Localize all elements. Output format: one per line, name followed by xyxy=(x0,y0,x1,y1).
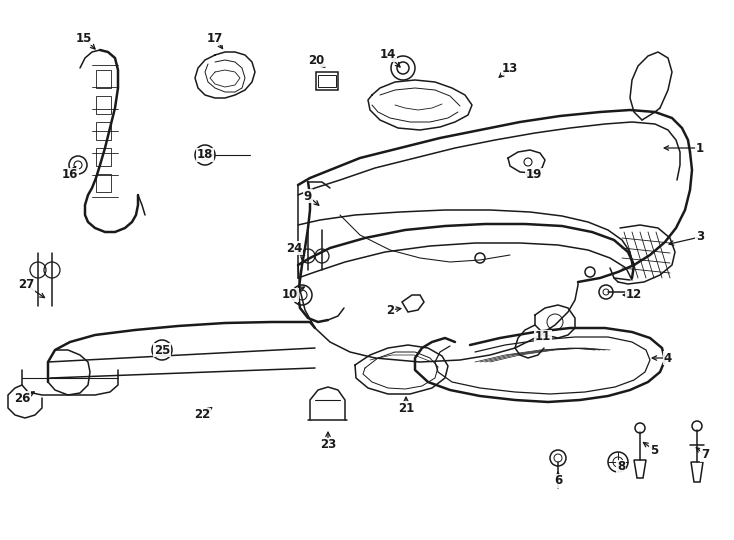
Circle shape xyxy=(692,421,702,431)
Bar xyxy=(318,75,336,87)
Text: 14: 14 xyxy=(379,49,396,62)
Text: 2: 2 xyxy=(386,303,394,316)
Text: 6: 6 xyxy=(554,475,562,488)
Text: 11: 11 xyxy=(535,330,551,343)
Text: 5: 5 xyxy=(650,443,658,456)
Text: 18: 18 xyxy=(197,148,213,161)
Text: 1: 1 xyxy=(696,141,704,154)
Bar xyxy=(96,148,111,166)
Text: 13: 13 xyxy=(502,62,518,75)
Bar xyxy=(96,96,111,114)
Text: 7: 7 xyxy=(701,449,709,462)
Text: 4: 4 xyxy=(664,352,672,365)
Text: 16: 16 xyxy=(62,168,79,181)
Text: 22: 22 xyxy=(194,408,210,422)
Text: 27: 27 xyxy=(18,279,34,292)
Text: 12: 12 xyxy=(626,288,642,301)
Bar xyxy=(96,70,111,88)
Text: 19: 19 xyxy=(526,168,542,181)
Text: 10: 10 xyxy=(282,288,298,301)
Circle shape xyxy=(635,423,645,433)
Text: 17: 17 xyxy=(207,31,223,44)
Text: 21: 21 xyxy=(398,402,414,415)
Text: 8: 8 xyxy=(617,461,625,474)
Text: 24: 24 xyxy=(286,241,302,254)
Bar xyxy=(316,72,338,90)
Text: 9: 9 xyxy=(304,190,312,202)
Bar xyxy=(96,174,111,192)
Text: 15: 15 xyxy=(76,31,92,44)
Text: 3: 3 xyxy=(696,231,704,244)
Text: 25: 25 xyxy=(154,343,170,356)
Text: 23: 23 xyxy=(320,438,336,451)
Text: 20: 20 xyxy=(308,53,324,66)
Bar xyxy=(96,122,111,140)
Text: 26: 26 xyxy=(14,392,30,404)
